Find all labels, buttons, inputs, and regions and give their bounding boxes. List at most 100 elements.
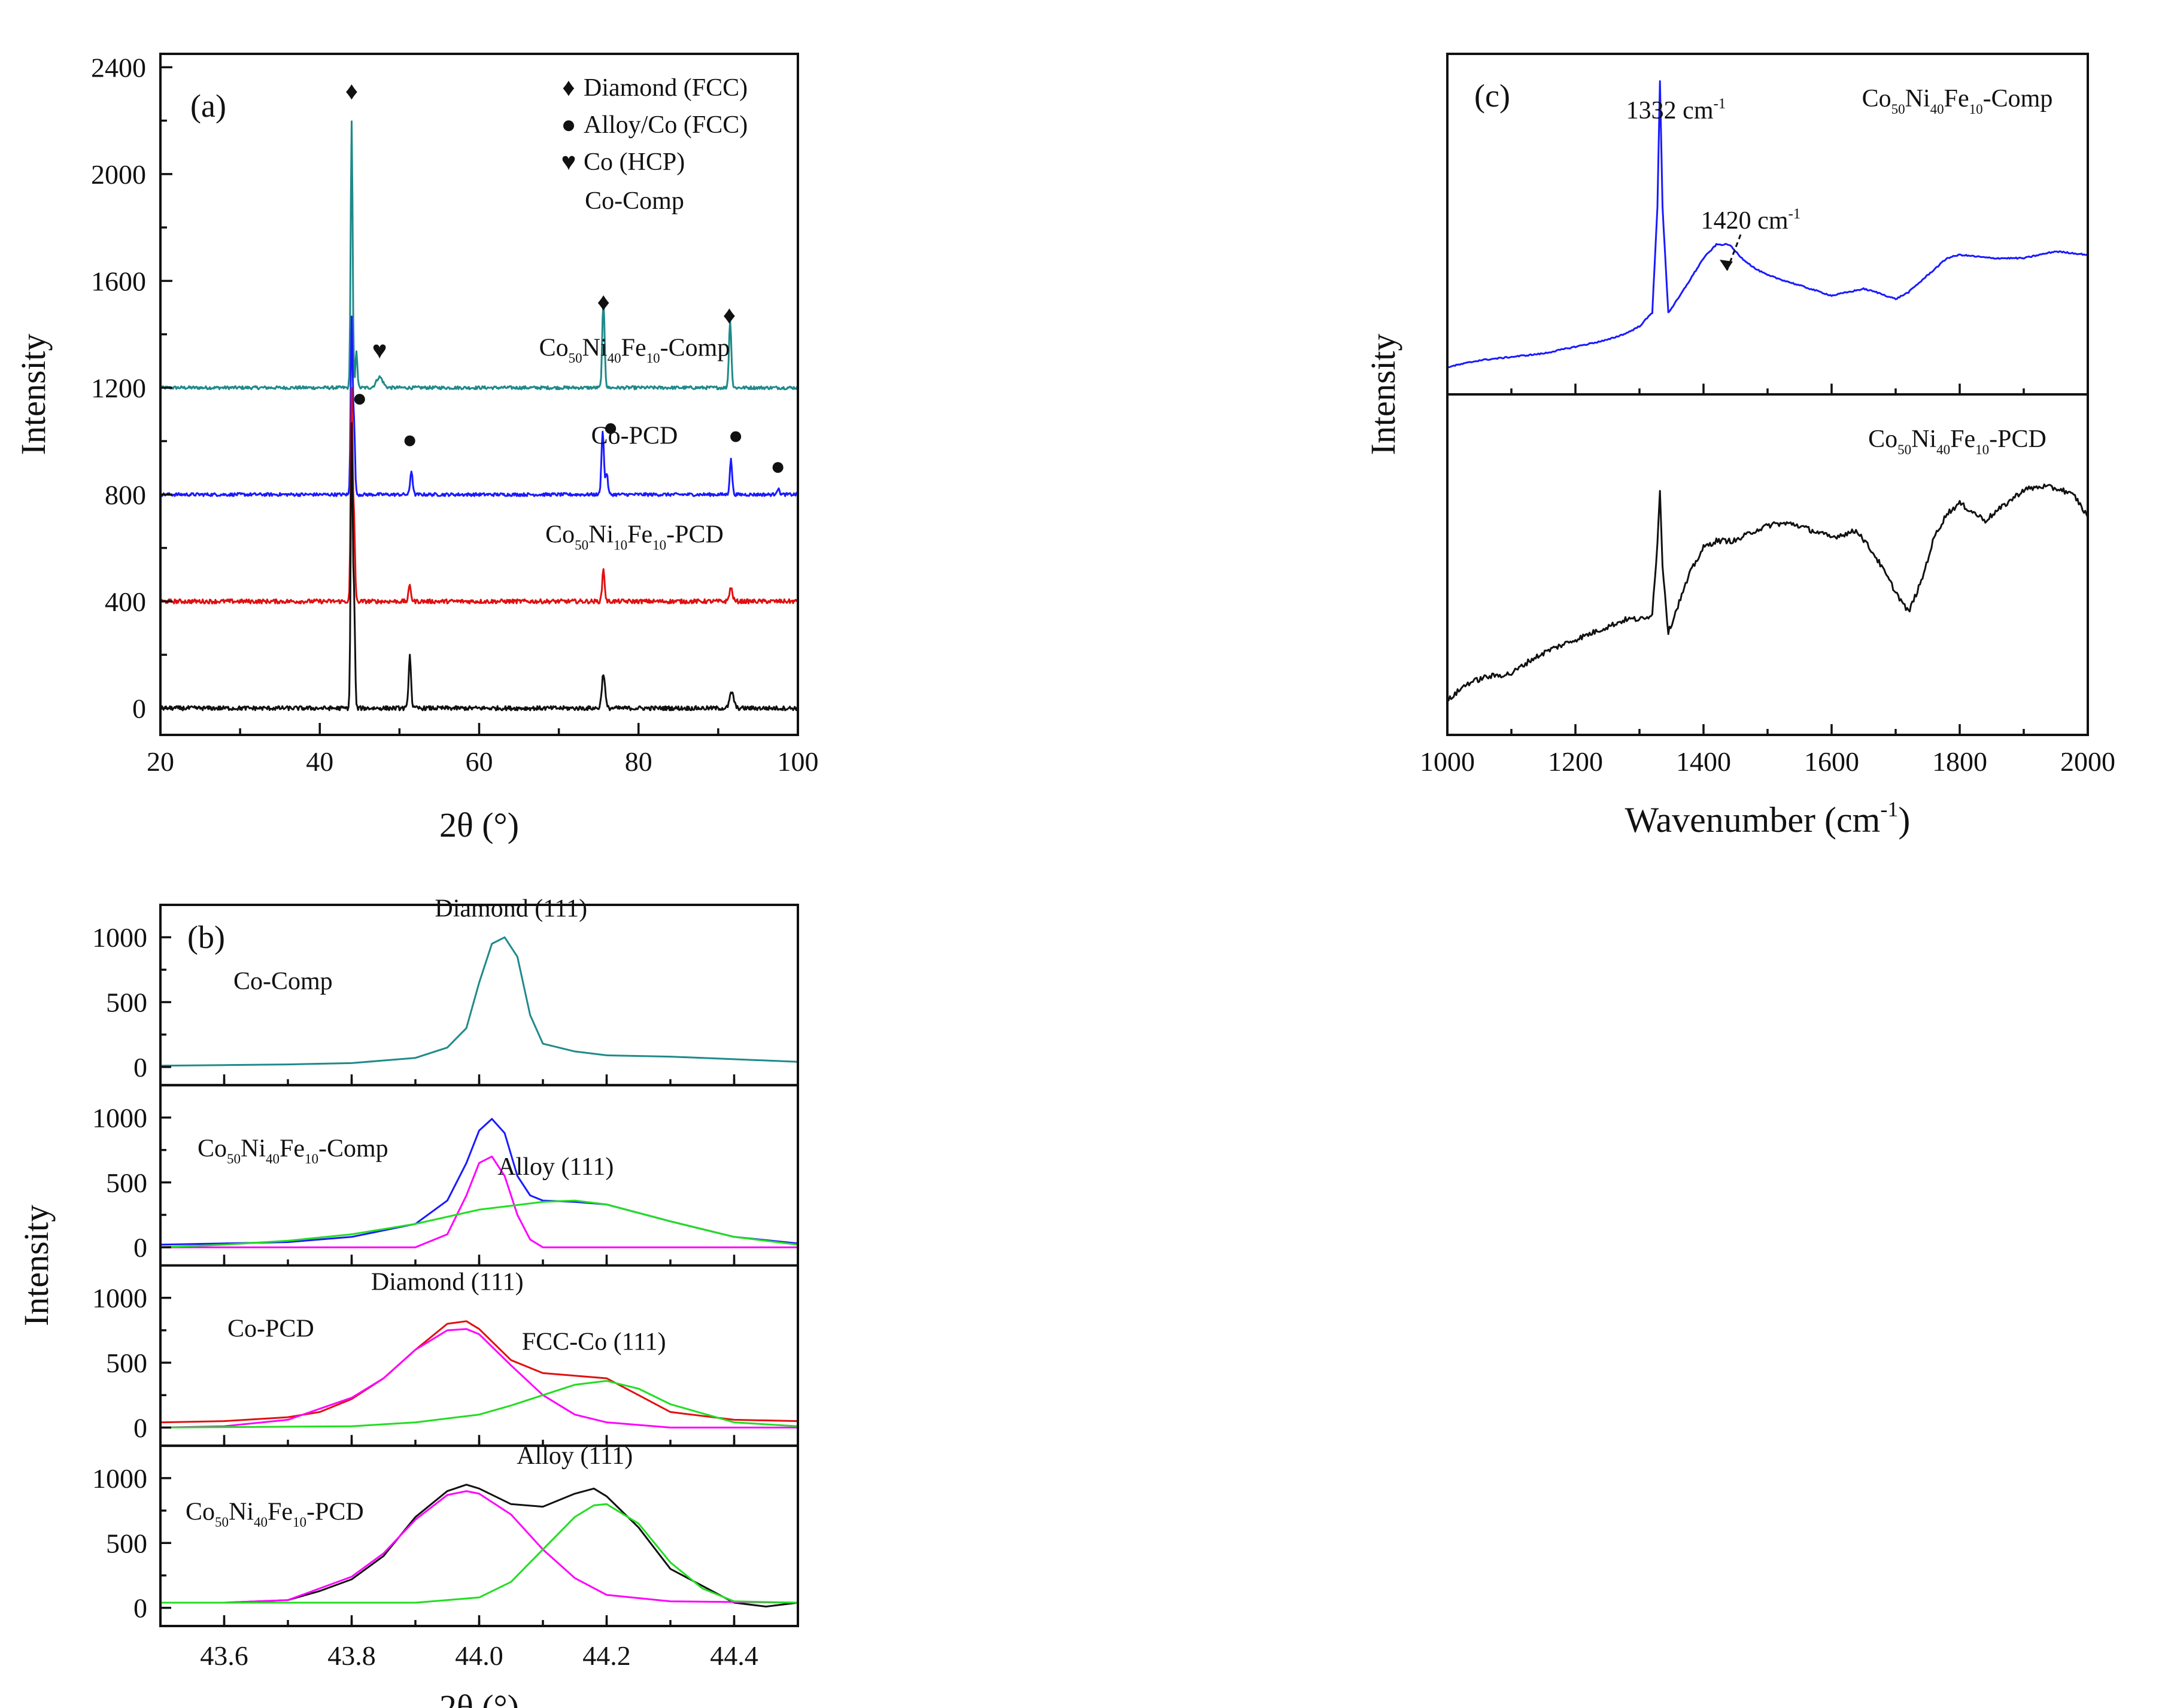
- legend-symbol: ♦: [562, 74, 575, 102]
- panel-label: (c): [1474, 78, 1510, 114]
- legend-symbol: ♥: [561, 148, 576, 176]
- x-tick-label: 1200: [1548, 746, 1603, 777]
- x-tick-label: 1400: [1676, 746, 1731, 777]
- x-tick-label: 1600: [1804, 746, 1859, 777]
- subplot-frame: [159, 1444, 799, 1627]
- label-part: Fe: [1950, 426, 1975, 453]
- series-label: Co-Comp: [585, 187, 684, 215]
- label-subscript: 40: [608, 351, 621, 366]
- label-part: -Comp: [318, 1135, 388, 1162]
- raman-spectrum-line: [1446, 483, 2089, 701]
- series-line-measured: [159, 936, 799, 1067]
- label-part: Ni: [1911, 426, 1936, 453]
- series-line-3: [159, 422, 799, 712]
- series-line-0: [159, 120, 799, 390]
- label-subscript: 10: [646, 351, 660, 366]
- y-tick-label: 0: [133, 1052, 147, 1083]
- series-label: Co50Ni10Fe10-PCD: [545, 521, 724, 553]
- annotation-arrow-head: [1720, 260, 1733, 271]
- y-tick-label: 1000: [92, 922, 147, 953]
- label-subscript: 40: [254, 1515, 268, 1530]
- y-tick-label: 1600: [91, 266, 146, 296]
- label-subscript: 10: [652, 537, 666, 552]
- y-tick-label: 1000: [92, 1463, 147, 1494]
- legend-label: Diamond (FCC): [584, 74, 748, 102]
- series-line-2: [159, 387, 799, 604]
- legend-symbol: ●: [561, 111, 576, 139]
- peak-annotation: Alloy (111): [497, 1153, 614, 1181]
- y-axis-label: Intensity: [17, 1205, 56, 1326]
- x-tick-label: 43.8: [327, 1640, 376, 1671]
- y-tick-label: 0: [133, 1232, 147, 1263]
- label-part: Co-Comp: [233, 968, 333, 995]
- label-subscript: 40: [1936, 442, 1950, 457]
- peak-annotation: Diamond (111): [435, 895, 587, 923]
- label-part: Fe: [627, 521, 652, 549]
- label-superscript: -1: [1713, 96, 1726, 112]
- label-part: Ni: [582, 334, 608, 361]
- label-subscript: 10: [1975, 442, 1989, 457]
- label-subscript: 10: [1969, 102, 1983, 117]
- sample-label: Co50Ni40Fe10-Comp: [1862, 85, 2053, 117]
- x-tick-label: 43.6: [200, 1640, 248, 1671]
- peak-annotation: Diamond (111): [371, 1269, 524, 1296]
- sample-label: Co50Ni40Fe10-Comp: [198, 1135, 388, 1166]
- peak-annotation-1332: 1332 cm-1: [1626, 96, 1726, 124]
- label-subscript: 50: [569, 351, 582, 366]
- x-axis-label: Wavenumber (cm-1): [1625, 797, 1911, 840]
- y-tick-label: 0: [133, 1412, 147, 1443]
- label-part: Co: [1862, 85, 1891, 113]
- series-label: Co50Ni40Fe10-Comp: [539, 334, 730, 366]
- label-subscript: 50: [575, 537, 588, 552]
- label-subscript: 50: [1897, 442, 1911, 457]
- series-line-measured: [159, 1320, 799, 1424]
- peak-annotation: Alloy (111): [517, 1442, 633, 1470]
- label-part: Ni: [229, 1498, 254, 1525]
- x-tick-label: 60: [466, 746, 493, 777]
- label-subscript: 10: [614, 537, 627, 552]
- legend-label: Alloy/Co (FCC): [584, 111, 748, 139]
- x-tick-label: 1000: [1420, 746, 1475, 777]
- panel-label: (b): [187, 919, 225, 955]
- x-tick-label: 44.0: [455, 1640, 503, 1671]
- series-line-fit-alloy: [159, 1199, 799, 1248]
- label-part: Co: [1868, 426, 1897, 453]
- peak-annotation-1420: 1420 cm-1: [1701, 206, 1801, 235]
- x-tick-label: 44.2: [582, 1640, 631, 1671]
- annotation-arrow-shaft: [1726, 234, 1742, 271]
- x-tick-label: 2000: [2060, 746, 2115, 777]
- phase-marker: ●: [728, 423, 743, 450]
- y-tick-label: 500: [106, 1528, 147, 1558]
- y-tick-label: 500: [106, 1168, 147, 1198]
- y-axis-label: Intensity: [14, 334, 53, 455]
- label-part: -Comp: [1983, 85, 2053, 113]
- x-tick-label: 1800: [1932, 746, 1987, 777]
- subplot-1: Co50Ni40Fe10-PCD: [1446, 393, 2089, 736]
- raman-spectrum-line: [1446, 80, 2089, 369]
- subplot-3: 0 500 1000 Co50Ni40Fe10-PCD Alloy (111): [92, 1442, 799, 1627]
- phase-marker: ●: [603, 414, 618, 442]
- phase-marker: ●: [402, 426, 417, 454]
- sample-label: Co-PCD: [227, 1315, 314, 1343]
- sample-label: Co50Ni40Fe10-PCD: [1868, 426, 2046, 457]
- label-superscript: -1: [1788, 206, 1800, 222]
- label-subscript: 10: [293, 1515, 306, 1530]
- series-line-fit-co: [159, 1379, 799, 1429]
- label-part: Ni: [241, 1135, 266, 1162]
- label-part: -PCD: [1989, 426, 2046, 453]
- label-part: Fe: [621, 334, 646, 361]
- label-part: ): [1898, 800, 1910, 840]
- label-part: Fe: [1944, 85, 1969, 113]
- legend-label: Co (HCP): [584, 148, 685, 176]
- label-subscript: 40: [1930, 102, 1944, 117]
- y-tick-label: 800: [105, 479, 146, 510]
- label-part: Co: [198, 1135, 227, 1162]
- series-label: Co-PCD: [591, 423, 678, 450]
- y-tick-label: 500: [106, 1348, 147, 1378]
- label-part: 1420 cm: [1701, 207, 1789, 235]
- label-subscript: 50: [215, 1515, 229, 1530]
- x-tick-label: 40: [306, 746, 333, 777]
- label-subscript: 40: [266, 1151, 280, 1166]
